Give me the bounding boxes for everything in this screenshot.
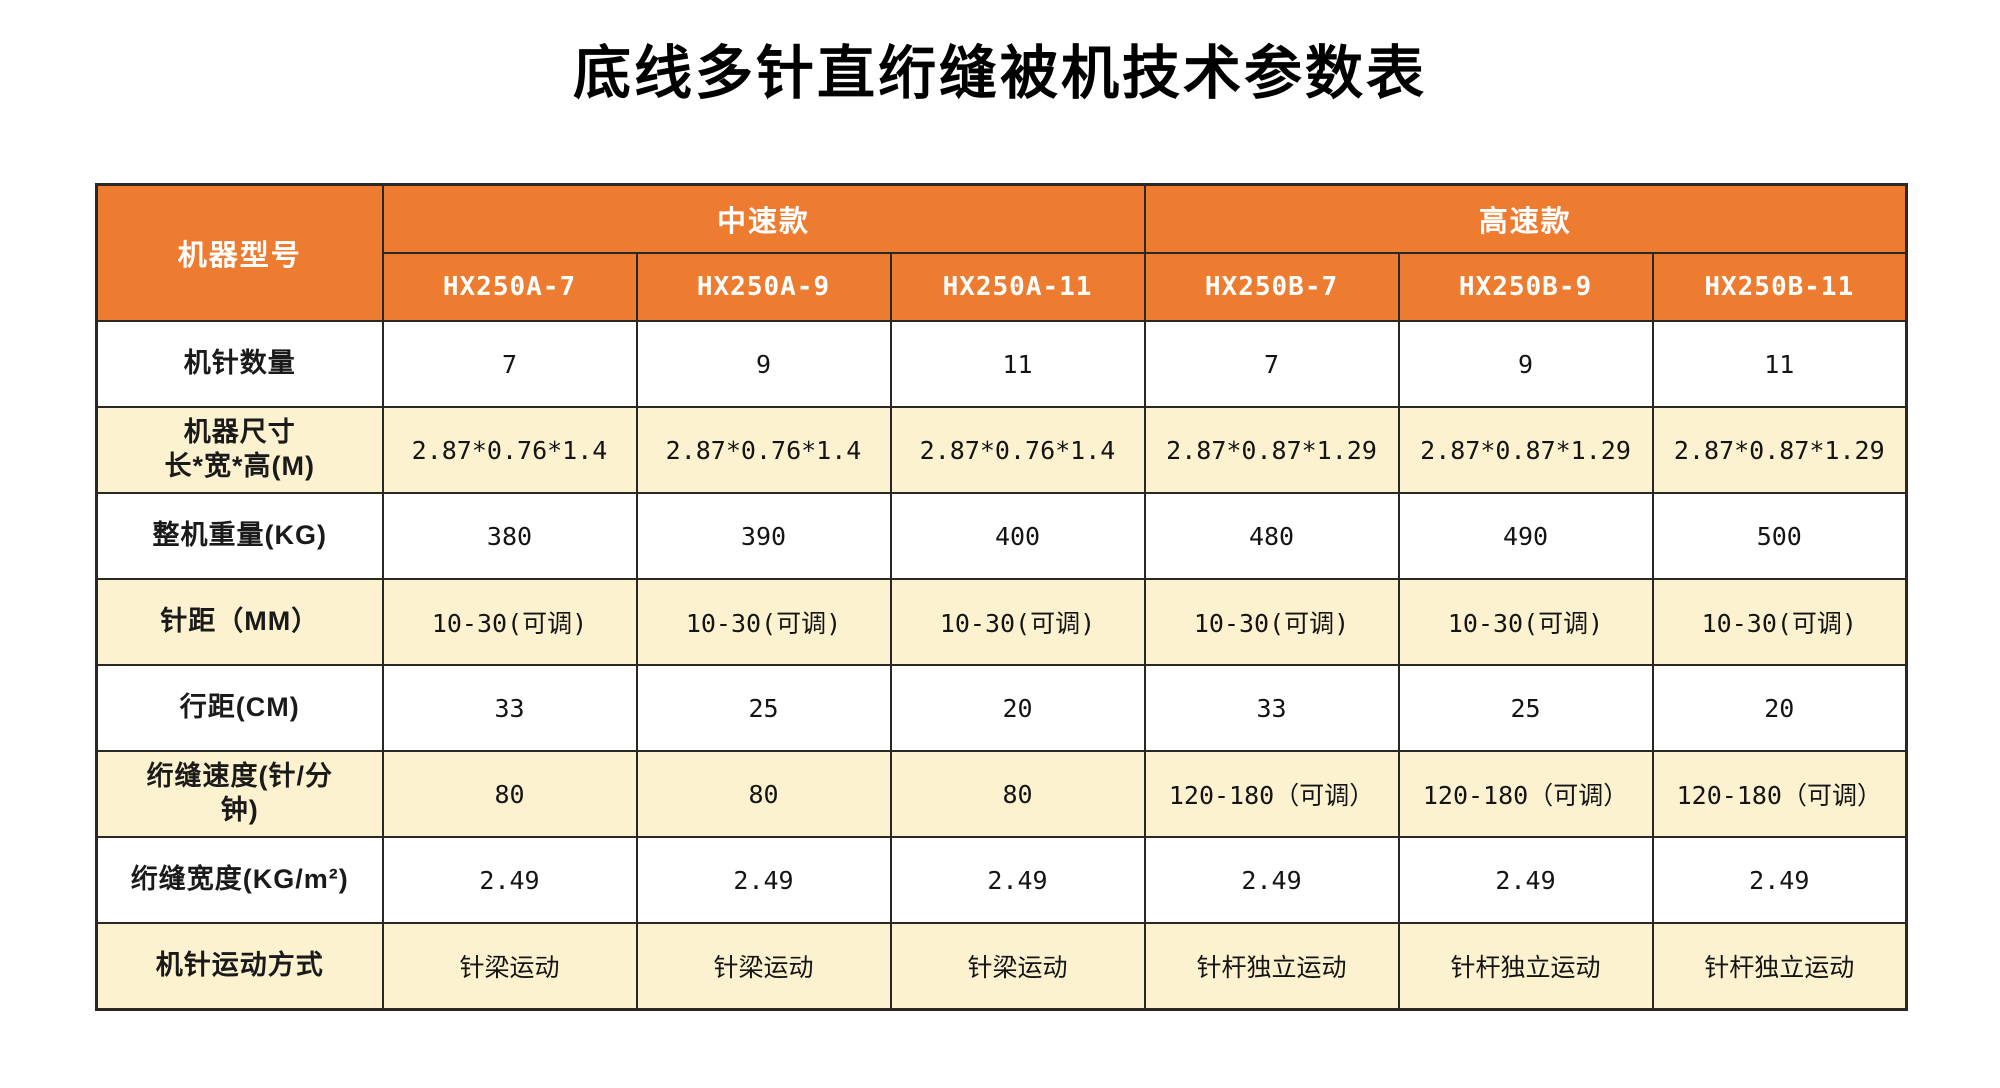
cell-value: 2.49 <box>1143 836 1400 924</box>
cell-value: 400 <box>889 492 1146 580</box>
cell-value: 10-30(可调) <box>889 578 1146 666</box>
model-header-hx250a-9: HX250A-9 <box>635 252 892 322</box>
row-label: 绗缝宽度(KG/m²) <box>95 836 384 924</box>
cell-value: 7 <box>381 320 638 408</box>
cell-value: 20 <box>1651 664 1908 752</box>
corner-header-machine-model: 机器型号 <box>95 183 384 322</box>
cell-value: 10-30(可调) <box>1397 578 1654 666</box>
cell-value: 2.49 <box>635 836 892 924</box>
cell-value: 20 <box>889 664 1146 752</box>
cell-value: 2.87*0.87*1.29 <box>1651 406 1908 494</box>
cell-value: 2.49 <box>1651 836 1908 924</box>
cell-value: 120-180（可调） <box>1397 750 1654 838</box>
cell-value: 针杆独立运动 <box>1397 922 1654 1011</box>
model-header-hx250a-7: HX250A-7 <box>381 252 638 322</box>
cell-value: 针梁运动 <box>635 922 892 1011</box>
model-header-hx250b-7: HX250B-7 <box>1143 252 1400 322</box>
cell-value: 2.87*0.76*1.4 <box>381 406 638 494</box>
cell-value: 2.87*0.87*1.29 <box>1143 406 1400 494</box>
cell-value: 25 <box>635 664 892 752</box>
cell-value: 33 <box>1143 664 1400 752</box>
cell-value: 10-30(可调) <box>635 578 892 666</box>
cell-value: 80 <box>381 750 638 838</box>
model-header-hx250b-11: HX250B-11 <box>1651 252 1908 322</box>
row-label: 机针数量 <box>95 320 384 408</box>
cell-value: 针杆独立运动 <box>1651 922 1908 1011</box>
cell-value: 11 <box>1651 320 1908 408</box>
row-label: 机针运动方式 <box>95 922 384 1011</box>
row-row-spacing: 行距(CM) 33 25 20 33 25 20 <box>95 664 1908 752</box>
cell-value: 9 <box>1397 320 1654 408</box>
row-label: 针距（MM） <box>95 578 384 666</box>
cell-value: 10-30(可调) <box>1143 578 1400 666</box>
model-header-hx250a-11: HX250A-11 <box>889 252 1146 322</box>
row-quilting-speed: 绗缝速度(针/分 钟) 80 80 80 120-180（可调） 120-180… <box>95 750 1908 838</box>
row-label: 整机重量(KG) <box>95 492 384 580</box>
cell-value: 500 <box>1651 492 1908 580</box>
cell-value: 390 <box>635 492 892 580</box>
cell-value: 380 <box>381 492 638 580</box>
row-quilting-width: 绗缝宽度(KG/m²) 2.49 2.49 2.49 2.49 2.49 2.4… <box>95 836 1908 924</box>
cell-value: 80 <box>635 750 892 838</box>
cell-value: 9 <box>635 320 892 408</box>
cell-value: 2.49 <box>889 836 1146 924</box>
cell-value: 10-30(可调) <box>381 578 638 666</box>
spec-table: 机器型号 中速款 高速款 HX250A-7 HX250A-9 HX250A-11… <box>95 183 1909 1011</box>
cell-value: 7 <box>1143 320 1400 408</box>
cell-value: 11 <box>889 320 1146 408</box>
row-label: 绗缝速度(针/分 钟) <box>95 750 384 838</box>
cell-value: 80 <box>889 750 1146 838</box>
group-header-row: 机器型号 中速款 高速款 <box>95 183 1908 322</box>
group-header-high-speed: 高速款 <box>1143 183 1908 254</box>
model-header-row: HX250A-7 HX250A-9 HX250A-11 HX250B-7 HX2… <box>97 252 1908 322</box>
row-needle-count: 机针数量 7 9 11 7 9 11 <box>95 320 1908 408</box>
cell-value: 25 <box>1397 664 1654 752</box>
cell-value: 针梁运动 <box>381 922 638 1011</box>
cell-value: 2.49 <box>1397 836 1654 924</box>
cell-value: 33 <box>381 664 638 752</box>
row-needle-pitch: 针距（MM） 10-30(可调) 10-30(可调) 10-30(可调) 10-… <box>95 578 1908 666</box>
row-label: 机器尺寸 长*宽*高(M) <box>95 406 384 494</box>
cell-value: 120-180（可调） <box>1143 750 1400 838</box>
cell-value: 10-30(可调) <box>1651 578 1908 666</box>
cell-value: 120-180（可调） <box>1651 750 1908 838</box>
cell-value: 2.87*0.76*1.4 <box>889 406 1146 494</box>
cell-value: 针梁运动 <box>889 922 1146 1011</box>
group-header-medium-speed: 中速款 <box>381 183 1146 254</box>
cell-value: 针杆独立运动 <box>1143 922 1400 1011</box>
row-needle-motion-mode: 机针运动方式 针梁运动 针梁运动 针梁运动 针杆独立运动 针杆独立运动 针杆独立… <box>95 922 1908 1011</box>
row-label: 行距(CM) <box>95 664 384 752</box>
model-header-hx250b-9: HX250B-9 <box>1397 252 1654 322</box>
row-machine-weight: 整机重量(KG) 380 390 400 480 490 500 <box>95 492 1908 580</box>
cell-value: 490 <box>1397 492 1654 580</box>
cell-value: 2.49 <box>381 836 638 924</box>
cell-value: 2.87*0.87*1.29 <box>1397 406 1654 494</box>
page-title: 底线多针直绗缝被机技术参数表 <box>572 41 1427 106</box>
cell-value: 480 <box>1143 492 1400 580</box>
cell-value: 2.87*0.76*1.4 <box>635 406 892 494</box>
row-machine-size: 机器尺寸 长*宽*高(M) 2.87*0.76*1.4 2.87*0.76*1.… <box>95 406 1908 494</box>
